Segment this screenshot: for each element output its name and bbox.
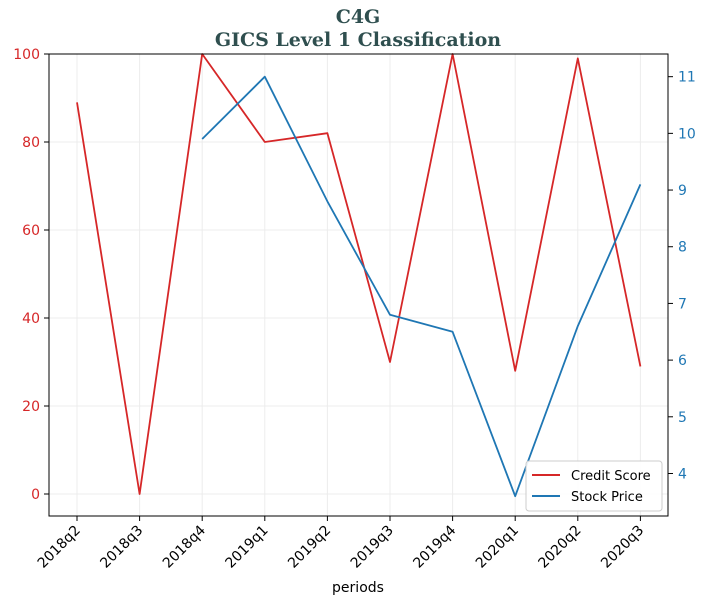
- y-tick-label-left: 20: [22, 399, 40, 415]
- chart-title: C4G: [336, 6, 381, 28]
- x-tick-label: 2019q2: [285, 523, 334, 572]
- legend-label: Stock Price: [571, 490, 643, 505]
- series-line-stock-price: [201, 75, 642, 498]
- y-tick-label-left: 0: [31, 487, 40, 503]
- y-tick-label-right: 10: [678, 126, 696, 142]
- x-tick-label: 2019q4: [410, 522, 459, 571]
- x-axis: 2018q2 2018q3 2018q4 2019q1 2019q2 2019q3 2019…: [35, 516, 647, 572]
- x-tick-label: 2018q3: [97, 523, 146, 572]
- x-tick-label: 2019q1: [223, 523, 272, 572]
- x-tick-label: 2018q4: [160, 522, 209, 571]
- x-tick-label: 2020q2: [536, 523, 585, 572]
- y-axis-right: 4 5 6 7 8 9 10 11: [668, 70, 696, 482]
- y-tick-label-right: 9: [678, 183, 687, 199]
- chart-subtitle: GICS Level 1 Classification: [215, 29, 501, 51]
- y-tick-label-right: 11: [678, 70, 696, 86]
- legend-box: [525, 460, 663, 512]
- plot-frame: [48, 53, 669, 517]
- y-tick-label-left: 60: [22, 223, 40, 239]
- y-axis-left: 0 20 40 60 80 100: [13, 47, 49, 503]
- y-tick-label-left: 100: [13, 47, 40, 63]
- grid: [49, 53, 668, 516]
- x-tick-label: 2018q2: [35, 523, 84, 572]
- y-tick-label-right: 7: [678, 296, 687, 312]
- y-tick-label-right: 5: [678, 410, 687, 426]
- series-line-credit-score: [76, 53, 642, 495]
- legend-label: Credit Score: [571, 469, 651, 484]
- y-tick-label-right: 6: [678, 353, 687, 369]
- x-tick-label: 2020q1: [473, 523, 522, 572]
- x-tick-label: 2019q3: [348, 523, 397, 572]
- x-tick-label: 2020q3: [598, 523, 647, 572]
- y-tick-label-left: 40: [22, 311, 40, 327]
- series-layer: [76, 53, 642, 498]
- legend: Credit Score Stock Price: [525, 460, 663, 512]
- x-axis-label: periods: [332, 580, 384, 596]
- y-tick-label-right: 8: [678, 240, 687, 256]
- y-tick-label-left: 80: [22, 135, 40, 151]
- y-tick-label-right: 4: [678, 466, 687, 482]
